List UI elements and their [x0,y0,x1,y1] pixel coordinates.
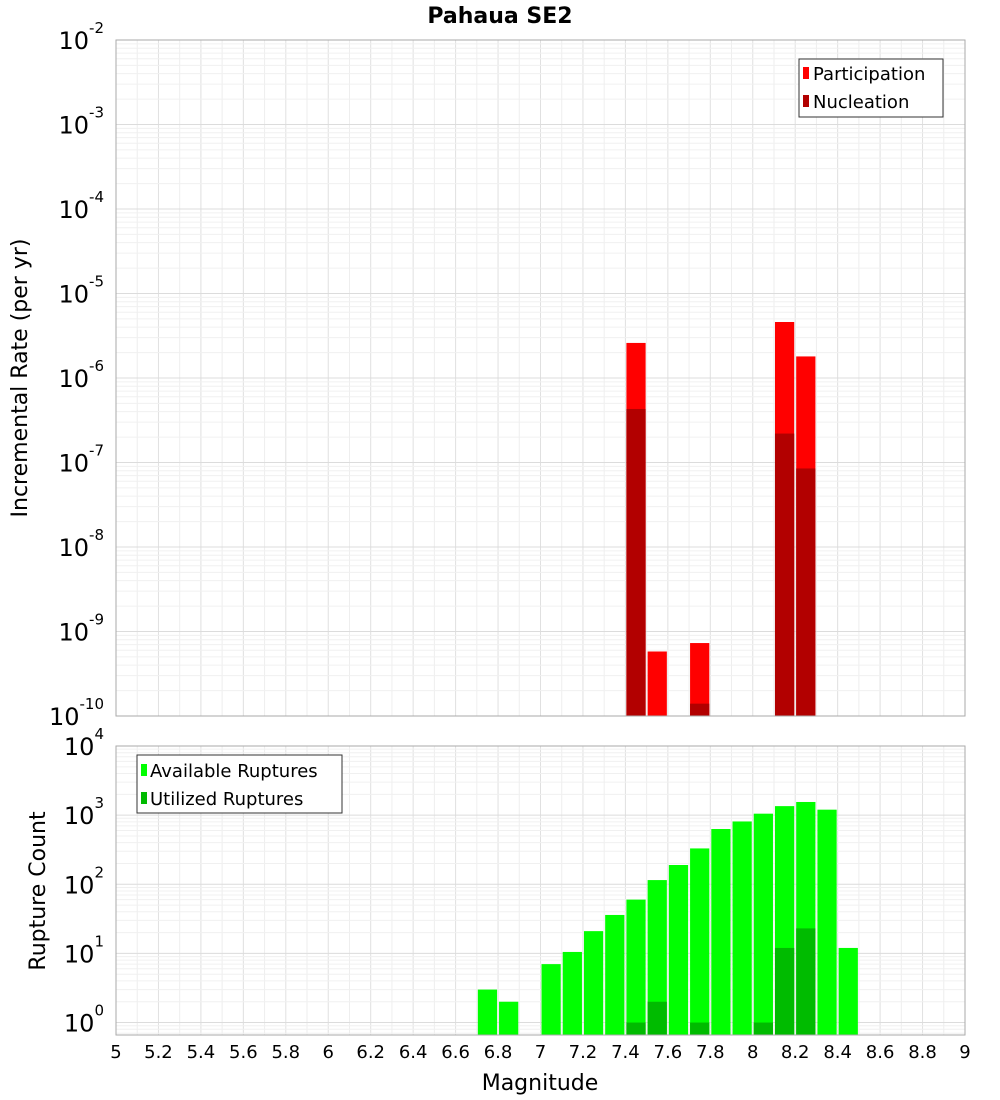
bar-participation [647,651,667,716]
x-tick-label: 5.4 [187,1042,216,1063]
y-tick-label: 10-10 [49,695,104,731]
bar-nucleation [796,468,816,716]
bar-available-ruptures [732,821,752,1035]
bar-available-ruptures [711,829,731,1035]
rate-panel: 10-10 10-9 10-8 10-7 10-6 10-5 10-4 10-3 10-2 In… [8,19,966,731]
bar-available-ruptures [647,880,667,1035]
available-legend-label: Available Ruptures [150,761,318,782]
x-tick-label: 6.8 [484,1042,513,1063]
y-tick-label: 10-7 [58,442,104,478]
x-tick-label: 8.2 [781,1042,810,1063]
count-bars [477,801,858,1035]
x-tick-label: 8 [747,1042,758,1063]
y-tick-label: 10-6 [58,357,104,393]
chart-title: Pahaua SE2 [427,4,572,29]
x-tick-label: 8.4 [823,1042,852,1063]
rate-plot-border [115,39,966,717]
bar-utilized-ruptures [690,1022,710,1035]
bar-nucleation [774,433,795,716]
x-tick-label: 9 [959,1042,970,1063]
bar-available-ruptures [605,914,625,1035]
x-tick-label: 6 [323,1042,334,1063]
y-tick-label: 101 [64,932,104,968]
bar-utilized-ruptures [647,1001,667,1035]
y-tick-label: 103 [64,794,104,830]
x-tick-label: 6.2 [356,1042,385,1063]
x-tick-label: 7.2 [569,1042,598,1063]
x-tick-label: 7.4 [611,1042,640,1063]
rate-grid [115,40,966,717]
nucleation-legend-swatch [803,95,809,107]
bar-utilized-ruptures [753,1022,773,1035]
available-legend-swatch [141,764,147,776]
x-tick-label: 7.6 [654,1042,683,1063]
x-tick-label: 5.2 [144,1042,173,1063]
x-tick-label: 5.6 [229,1042,258,1063]
utilized-legend-label: Utilized Ruptures [150,789,303,810]
bar-available-ruptures [690,848,710,1035]
utilized-legend-swatch [141,792,147,804]
bar-participation [690,643,710,716]
bar-utilized-ruptures [626,1022,646,1035]
count-legend-box [136,754,343,814]
x-tick-label: 5 [110,1042,121,1063]
y-tick-label: 102 [64,863,104,899]
count-legend: Available Ruptures Utilized Ruptures [136,754,343,814]
x-tick-label: 6.4 [399,1042,428,1063]
x-axis-title: Magnitude [482,1071,599,1096]
y-tick-label: 10-8 [58,526,104,562]
bar-available-ruptures [477,989,498,1035]
bar-available-ruptures [838,947,858,1035]
bar-nucleation [690,703,710,716]
count-plot-border [115,745,966,1036]
bar-nucleation [626,408,646,716]
y-tick-label: 10-3 [58,104,104,140]
rate-y-axis-title: Incremental Rate (per yr) [8,239,33,518]
x-tick-label: 7.8 [696,1042,725,1063]
bar-available-ruptures [817,809,837,1035]
bar-available-ruptures [583,931,604,1035]
bar-available-ruptures [541,964,561,1035]
y-tick-label: 100 [64,1002,104,1038]
rate-bars [626,321,816,716]
bar-available-ruptures [562,951,582,1035]
rate-legend-box [798,58,944,118]
x-tick-label: 7 [535,1042,546,1063]
y-tick-label: 10-4 [58,188,104,224]
magnitude-x-ticks: 5 5.2 5.4 5.6 5.8 6 6.2 6.4 6.6 6.8 7 7.2 7.4 7.6 7.8 8… [110,1042,970,1063]
participation-legend-swatch [803,67,809,79]
bar-available-ruptures [626,899,646,1035]
rate-y-ticks: 10-10 10-9 10-8 10-7 10-6 10-5 10-4 10-3 10-2 [49,19,104,731]
bar-available-ruptures [753,813,773,1035]
y-tick-label: 10-5 [58,273,104,309]
y-tick-label: 10-9 [58,611,104,647]
count-y-ticks: 100 101 102 103 104 [64,725,104,1038]
nucleation-legend-label: Nucleation [813,92,909,113]
y-tick-label: 10-2 [58,19,104,55]
x-tick-label: 8.6 [866,1042,895,1063]
bar-available-ruptures [499,1001,519,1035]
x-tick-label: 8.8 [908,1042,937,1063]
bar-utilized-ruptures [774,947,795,1035]
rate-legend: Participation Nucleation [798,58,944,118]
count-y-axis-title: Rupture Count [26,811,51,971]
count-panel: 100 101 102 103 104 5 5.2 5.4 5.6 5.8 6 6.2 6.4 6.6 6… [26,725,971,1096]
participation-legend-label: Participation [813,64,925,85]
bar-available-ruptures [668,865,689,1035]
x-tick-label: 5.8 [271,1042,300,1063]
x-tick-label: 6.6 [441,1042,470,1063]
y-tick-label: 104 [64,725,104,761]
bar-utilized-ruptures [796,928,816,1035]
